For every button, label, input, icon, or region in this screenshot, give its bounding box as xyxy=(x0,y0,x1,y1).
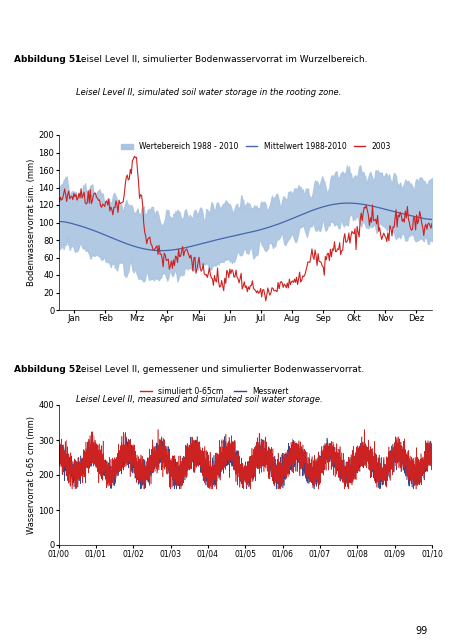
simuliert 0-65cm xyxy=(285,464,290,472)
Messwert xyxy=(231,443,236,451)
Text: Leisel Level II, simulated soil water storage in the rooting zone.: Leisel Level II, simulated soil water st… xyxy=(76,88,342,97)
Text: Leisel Level II, measured and simulated soil water storage.: Leisel Level II, measured and simulated … xyxy=(76,396,323,404)
simuliert 0-65cm xyxy=(361,447,366,455)
Messwert xyxy=(429,451,435,458)
2003 xyxy=(414,211,419,219)
simuliert 0-65cm xyxy=(69,485,75,493)
Text: Leisel Level II, gemessener und simulierter Bodenwasservorrat.: Leisel Level II, gemessener und simulier… xyxy=(76,365,364,374)
Y-axis label: Wasservorrat 0-65 cm (mm): Wasservorrat 0-65 cm (mm) xyxy=(27,416,36,534)
simuliert 0-65cm xyxy=(155,426,161,433)
Messwert xyxy=(285,466,290,474)
simuliert 0-65cm xyxy=(62,463,68,470)
Mittelwert 1988-2010 xyxy=(429,216,435,223)
Text: Abbildung 51:: Abbildung 51: xyxy=(14,55,85,64)
simuliert 0-65cm xyxy=(429,452,435,460)
Messwert xyxy=(62,477,68,485)
Messwert xyxy=(194,433,200,440)
Mittelwert 1988-2010 xyxy=(159,247,165,255)
2003 xyxy=(263,297,269,305)
Line: Mittelwert 1988-2010: Mittelwert 1988-2010 xyxy=(58,203,432,251)
2003 xyxy=(378,231,383,239)
Mittelwert 1988-2010 xyxy=(56,218,61,225)
simuliert 0-65cm xyxy=(425,447,430,455)
Legend: Wertebereich 1988 - 2010, Mittelwert 1988-2010, 2003: Wertebereich 1988 - 2010, Mittelwert 198… xyxy=(118,139,394,154)
2003 xyxy=(206,269,211,277)
Mittelwert 1988-2010 xyxy=(345,199,351,207)
Mittelwert 1988-2010 xyxy=(414,213,419,221)
Mittelwert 1988-2010 xyxy=(206,238,211,246)
Text: 99: 99 xyxy=(415,626,428,636)
simuliert 0-65cm xyxy=(231,454,236,462)
2003 xyxy=(429,220,435,227)
Mittelwert 1988-2010 xyxy=(378,204,383,212)
Text: Leisel Level II: Leisel Level II xyxy=(343,34,423,44)
Mittelwert 1988-2010 xyxy=(158,247,164,255)
2003 xyxy=(132,152,137,160)
Line: Messwert: Messwert xyxy=(58,436,432,489)
simuliert 0-65cm xyxy=(172,456,178,463)
Legend: simuliert 0-65cm, Messwert: simuliert 0-65cm, Messwert xyxy=(137,383,292,399)
2003 xyxy=(159,255,165,262)
2003 xyxy=(207,271,213,278)
Mittelwert 1988-2010 xyxy=(207,237,213,245)
Messwert xyxy=(361,445,366,453)
simuliert 0-65cm xyxy=(56,445,61,453)
Y-axis label: Bodenwasservorrat sim. (mm): Bodenwasservorrat sim. (mm) xyxy=(27,159,36,286)
Line: simuliert 0-65cm: simuliert 0-65cm xyxy=(58,429,432,489)
Mittelwert 1988-2010 xyxy=(135,243,140,251)
2003 xyxy=(56,193,61,201)
Line: 2003: 2003 xyxy=(58,156,432,301)
Messwert xyxy=(56,445,61,453)
Messwert xyxy=(425,448,430,456)
Text: Leisel Level II, simulierter Bodenwasservorrat im Wurzelbereich.: Leisel Level II, simulierter Bodenwasser… xyxy=(76,55,368,64)
2003 xyxy=(136,179,141,186)
Messwert xyxy=(138,485,144,493)
Messwert xyxy=(172,467,177,474)
Text: Abbildung 52:: Abbildung 52: xyxy=(14,365,85,374)
